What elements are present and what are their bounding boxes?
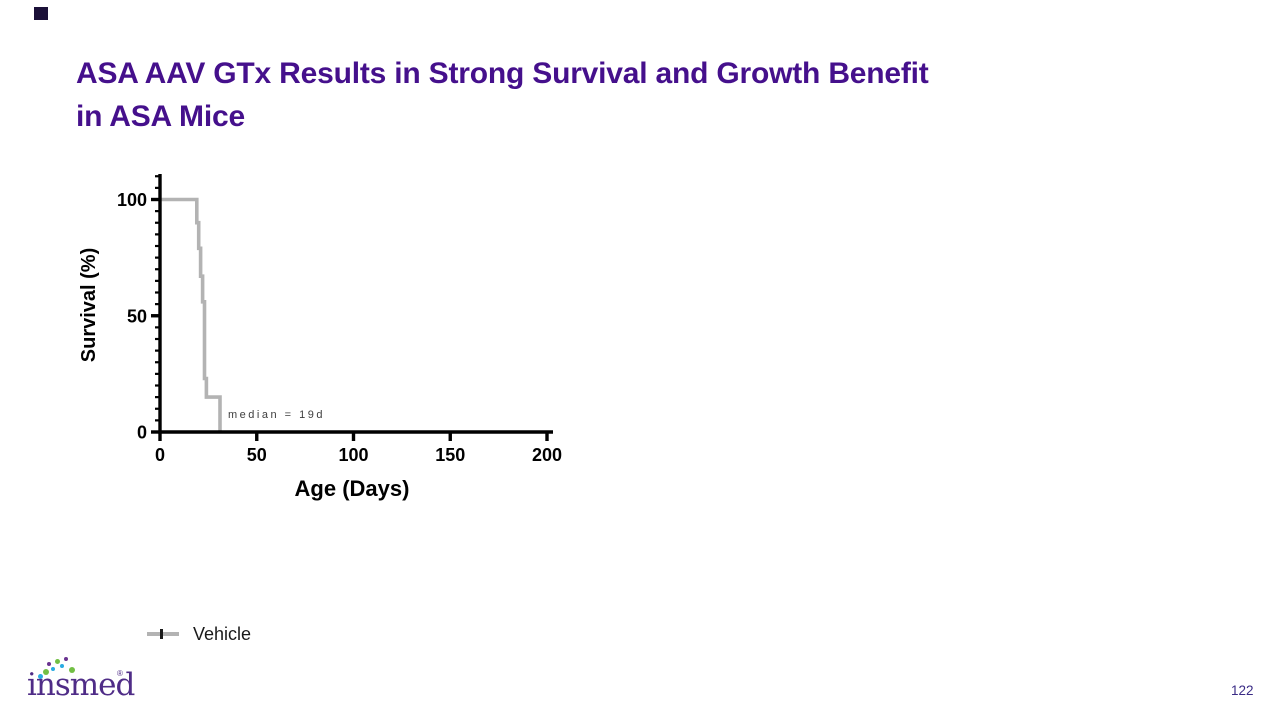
logo-dot-icon <box>51 667 55 671</box>
logo-dot-icon <box>69 667 75 673</box>
x-tick-label: 0 <box>155 445 165 465</box>
survival-curve-vehicle <box>160 197 222 432</box>
x-tick-label: 150 <box>435 445 465 465</box>
y-tick-label: 100 <box>117 190 147 210</box>
x-tick-label: 50 <box>247 445 267 465</box>
censor-tick-icon <box>160 629 163 639</box>
y-axis-title: Survival (%) <box>78 248 100 362</box>
vehicle-line-marker-icon <box>147 629 179 639</box>
logo-dot-icon <box>43 669 49 675</box>
legend-label-vehicle: Vehicle <box>193 623 252 644</box>
y-tick-label: 50 <box>127 306 147 326</box>
x-axis-title: Age (Days) <box>295 476 410 501</box>
slide-title: ASA AAV GTx Results in Strong Survival a… <box>76 52 1116 138</box>
median-annotation: median = 19d <box>228 409 325 421</box>
logo-dot-icon <box>38 674 43 679</box>
logo-dot-icon <box>60 664 64 668</box>
logo-wordmark: insmed <box>27 667 135 703</box>
title-line-1: ASA AAV GTx Results in Strong Survival a… <box>76 57 929 90</box>
insmed-logo: insmed ® <box>27 651 137 707</box>
x-tick-label: 200 <box>532 445 562 465</box>
logo-dot-icon <box>47 662 51 666</box>
logo-dot-icon <box>55 659 60 664</box>
title-line-2: in ASA Mice <box>76 100 245 133</box>
axes <box>158 174 553 434</box>
chart-legend: Vehicle <box>147 622 251 646</box>
survival-chart: median = 19d 0 50 100 150 200 0 50 100 Age (Days… <box>75 160 565 505</box>
x-tick-label: 100 <box>338 445 368 465</box>
survival-chart-svg: median = 19d 0 50 100 150 200 0 50 100 Age (Days… <box>78 174 562 501</box>
slide-corner-accent <box>34 7 48 20</box>
page-number: 122 <box>1231 683 1254 698</box>
y-tick-label: 0 <box>137 423 147 443</box>
registered-trademark-icon: ® <box>117 669 123 678</box>
logo-dot-icon <box>64 657 68 661</box>
